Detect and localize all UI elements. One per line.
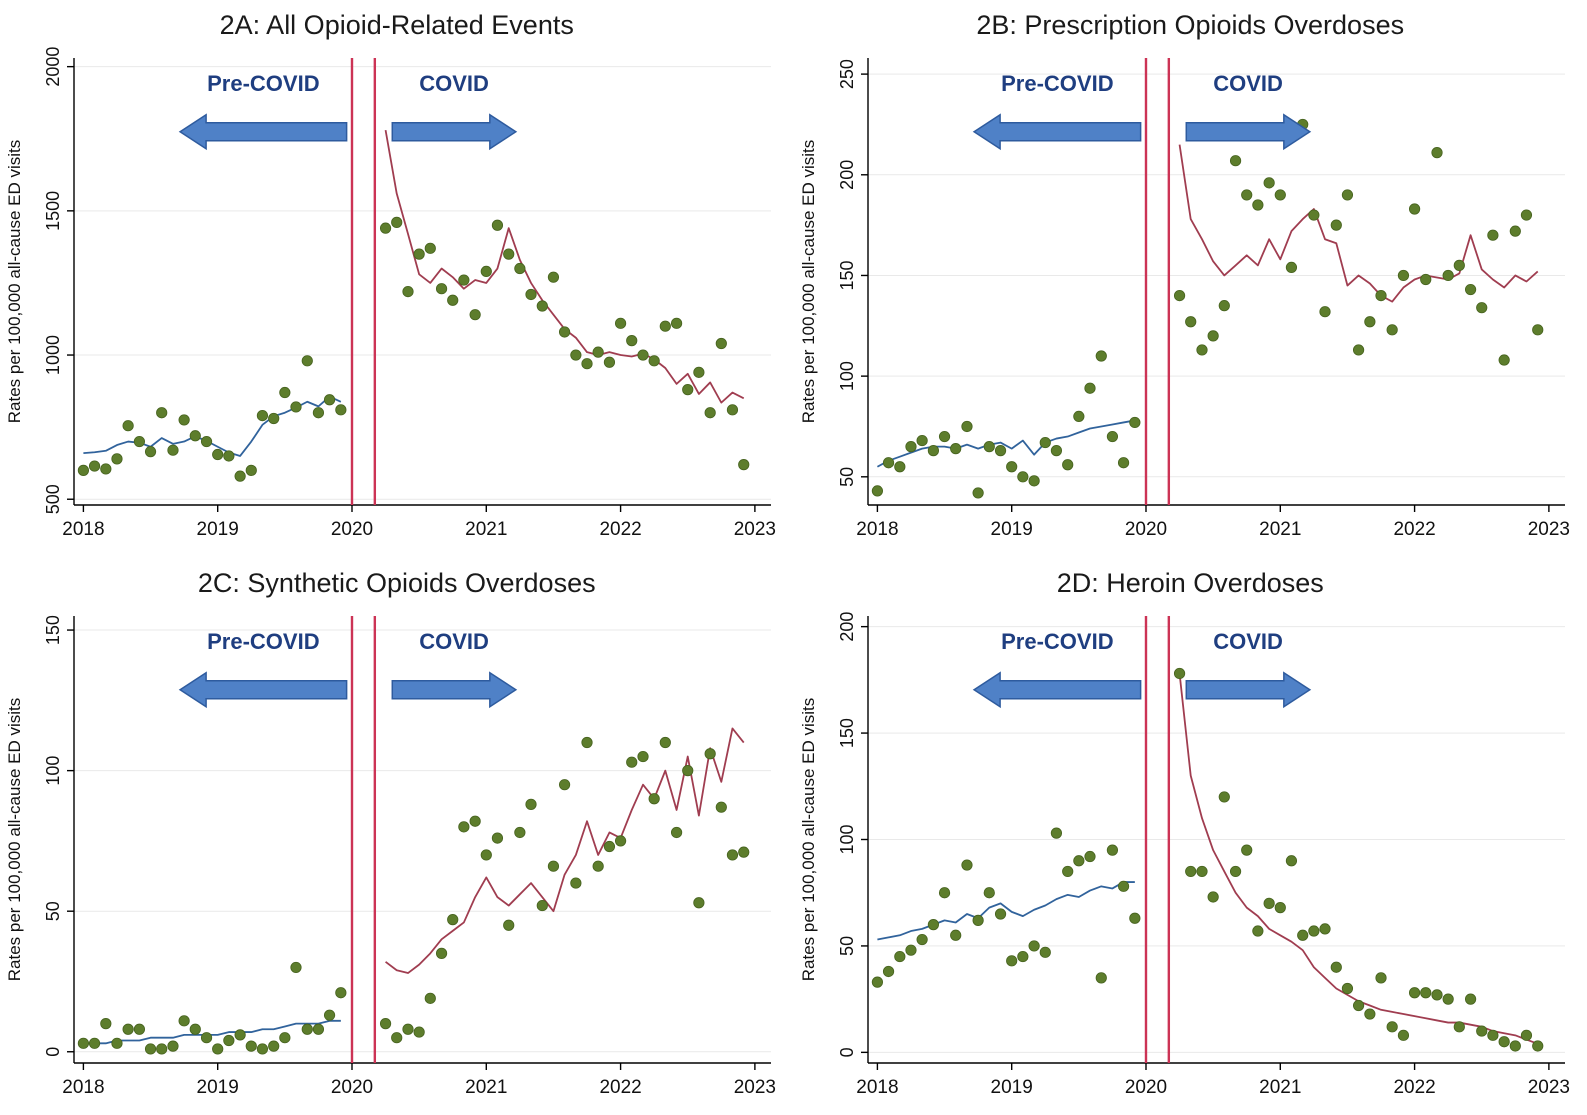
svg-text:COVID: COVID bbox=[419, 628, 489, 653]
svg-text:1500: 1500 bbox=[43, 191, 63, 231]
svg-text:100: 100 bbox=[837, 824, 857, 854]
panel-2d-title: 2D: Heroin Overdoses bbox=[1056, 567, 1324, 598]
svg-text:100: 100 bbox=[43, 755, 63, 785]
svg-text:2018: 2018 bbox=[856, 519, 898, 540]
svg-text:Rates per 100,000 all-cause ED: Rates per 100,000 all-cause ED visits bbox=[5, 140, 24, 423]
svg-text:Rates per 100,000 all-cause ED: Rates per 100,000 all-cause ED visits bbox=[5, 697, 24, 980]
svg-text:2020: 2020 bbox=[331, 519, 373, 540]
svg-text:COVID: COVID bbox=[419, 71, 489, 96]
svg-text:1000: 1000 bbox=[43, 335, 63, 375]
svg-text:Pre-COVID: Pre-COVID bbox=[1001, 628, 1113, 653]
svg-text:200: 200 bbox=[837, 611, 857, 641]
svg-text:COVID: COVID bbox=[1213, 628, 1283, 653]
svg-text:2021: 2021 bbox=[465, 1077, 507, 1098]
panel-2a-plot-area: 500 1000 1500 2000 2018 2019 2020 2021 2022 2023 P… bbox=[5, 47, 776, 540]
svg-text:2023: 2023 bbox=[1527, 1077, 1569, 1098]
svg-text:Pre-COVID: Pre-COVID bbox=[1001, 71, 1113, 96]
svg-text:2018: 2018 bbox=[63, 519, 105, 540]
svg-text:2021: 2021 bbox=[1259, 1077, 1301, 1098]
svg-text:2019: 2019 bbox=[197, 1077, 239, 1098]
svg-text:2023: 2023 bbox=[734, 519, 776, 540]
panel-2d-plot-area: 0 50 100 150 200 2018 2019 2020 2021 2022 2023 Pre-… bbox=[799, 611, 1570, 1098]
svg-text:50: 50 bbox=[837, 935, 857, 955]
panel-2b-title: 2B: Prescription Opioids Overdoses bbox=[976, 10, 1405, 40]
svg-text:2000: 2000 bbox=[43, 47, 63, 87]
svg-text:2021: 2021 bbox=[1259, 519, 1301, 540]
panel-2c-plot-area: 0 50 100 150 2018 2019 2020 2021 2022 2023 Pre-COV… bbox=[5, 615, 776, 1098]
svg-text:50: 50 bbox=[837, 467, 857, 487]
svg-text:2020: 2020 bbox=[1125, 519, 1167, 540]
svg-text:150: 150 bbox=[837, 260, 857, 290]
svg-text:50: 50 bbox=[43, 901, 63, 921]
svg-text:Pre-COVID: Pre-COVID bbox=[207, 628, 319, 653]
svg-text:2022: 2022 bbox=[1393, 519, 1435, 540]
panel-2b-plot-area: 50 100 150 200 250 2018 2019 2020 2021 2022 2023 Pr… bbox=[799, 58, 1570, 540]
panel-2b: 2B: Prescription Opioids Overdoses 50 100… bbox=[794, 0, 1587, 558]
panel-2d: 2D: Heroin Overdoses 0 50 100 150 200 2018 201… bbox=[794, 558, 1587, 1115]
svg-text:2022: 2022 bbox=[600, 1077, 642, 1098]
svg-text:2022: 2022 bbox=[1393, 1077, 1435, 1098]
svg-text:250: 250 bbox=[837, 59, 857, 89]
svg-text:2019: 2019 bbox=[197, 519, 239, 540]
svg-text:0: 0 bbox=[43, 1046, 63, 1056]
svg-text:150: 150 bbox=[837, 718, 857, 748]
svg-text:500: 500 bbox=[43, 484, 63, 514]
svg-text:2018: 2018 bbox=[63, 1077, 105, 1098]
svg-text:2023: 2023 bbox=[1527, 519, 1569, 540]
svg-text:200: 200 bbox=[837, 160, 857, 190]
svg-text:2020: 2020 bbox=[331, 1077, 373, 1098]
svg-text:2023: 2023 bbox=[734, 1077, 776, 1098]
svg-text:0: 0 bbox=[837, 1047, 857, 1057]
panel-2a: 2A: All Opioid-Related Events 500 1000 150… bbox=[0, 0, 794, 558]
svg-text:2021: 2021 bbox=[465, 519, 507, 540]
svg-text:100: 100 bbox=[837, 361, 857, 391]
panel-2c-title: 2C: Synthetic Opioids Overdoses bbox=[197, 567, 596, 598]
svg-text:2019: 2019 bbox=[990, 519, 1032, 540]
svg-text:Rates per 100,000 all-cause ED: Rates per 100,000 all-cause ED visits bbox=[799, 140, 818, 423]
svg-text:2019: 2019 bbox=[990, 1077, 1032, 1098]
svg-text:Pre-COVID: Pre-COVID bbox=[207, 71, 319, 96]
panel-2a-title: 2A: All Opioid-Related Events bbox=[219, 10, 574, 40]
svg-text:150: 150 bbox=[43, 615, 63, 645]
svg-text:2020: 2020 bbox=[1125, 1077, 1167, 1098]
svg-text:COVID: COVID bbox=[1213, 71, 1283, 96]
svg-text:Rates per 100,000 all-cause ED: Rates per 100,000 all-cause ED visits bbox=[799, 697, 818, 980]
svg-text:2018: 2018 bbox=[856, 1077, 898, 1098]
panel-2c: 2C: Synthetic Opioids Overdoses 0 50 100 15… bbox=[0, 558, 794, 1115]
svg-text:2022: 2022 bbox=[600, 519, 642, 540]
